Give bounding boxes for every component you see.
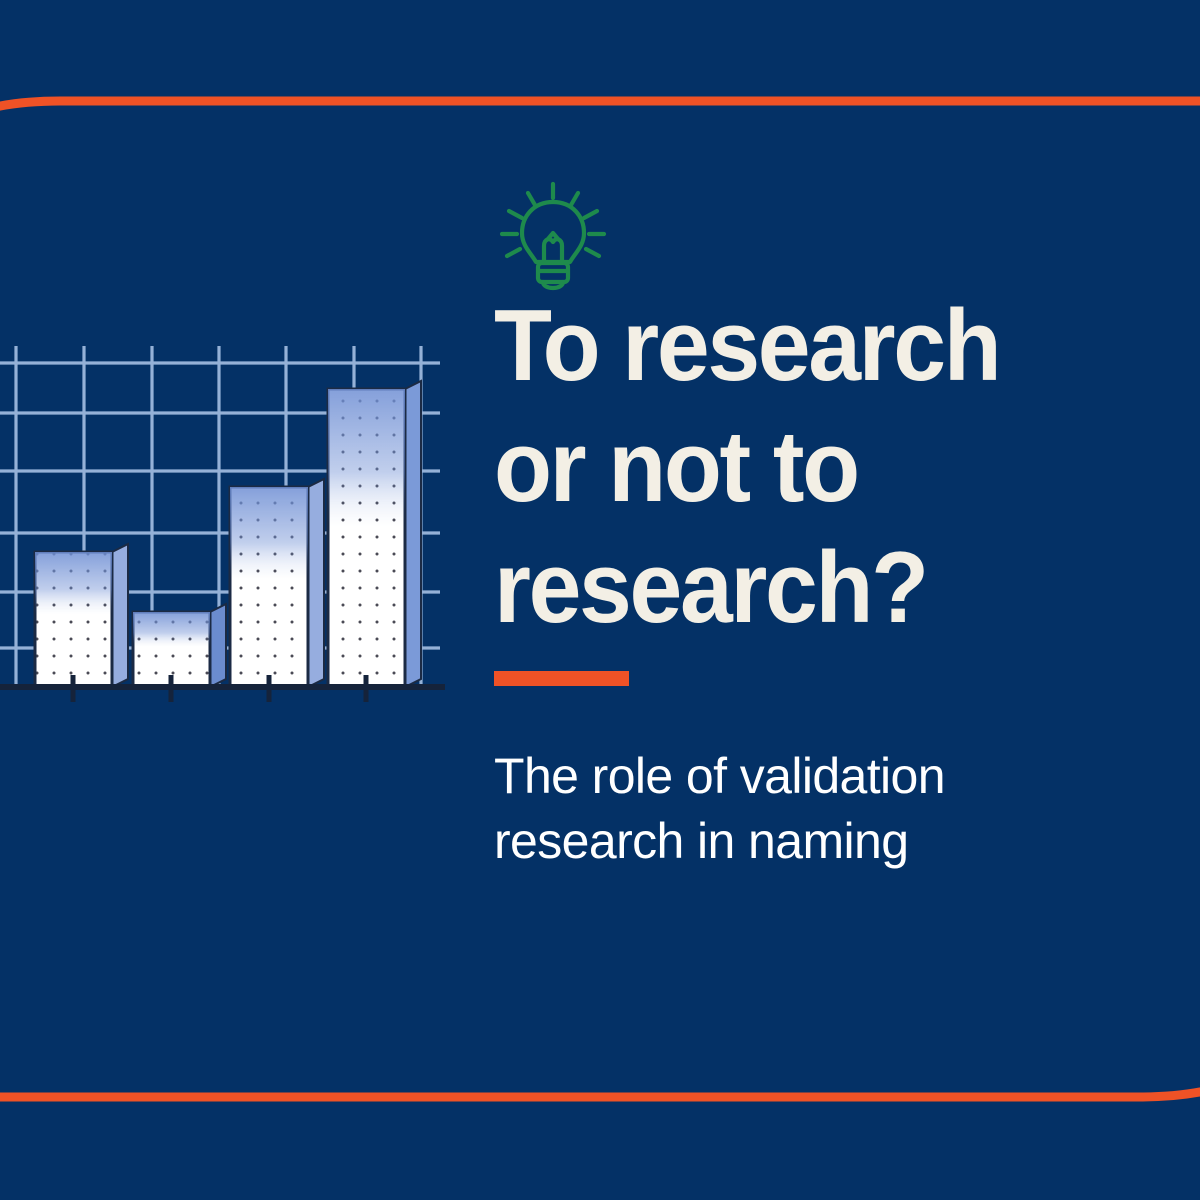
headline-line-3: research?: [494, 531, 929, 644]
bar-4: [326, 379, 422, 689]
bar-chart-illustration: [0, 330, 460, 710]
headline-line-1: To research: [494, 290, 1002, 402]
headline-line-2: or not to: [494, 410, 860, 523]
hero-content: To research or not to research? The role…: [494, 180, 1200, 874]
page-title: To research or not to research?: [494, 290, 1158, 644]
bar-chart-svg: [0, 346, 445, 702]
accent-divider: [494, 670, 629, 686]
lightbulb-icon: [499, 181, 607, 291]
subtitle-line-2: research in naming: [494, 812, 909, 869]
bar-3: [228, 477, 325, 689]
bottom-orange-rule: [0, 1087, 1200, 1102]
subtitle-line-1: The role of validation: [494, 747, 946, 804]
chart-x-axis: [0, 675, 445, 702]
bar-1: [33, 542, 129, 689]
page-subtitle: The role of validation research in namin…: [494, 744, 1154, 874]
bar-2: [131, 602, 227, 689]
